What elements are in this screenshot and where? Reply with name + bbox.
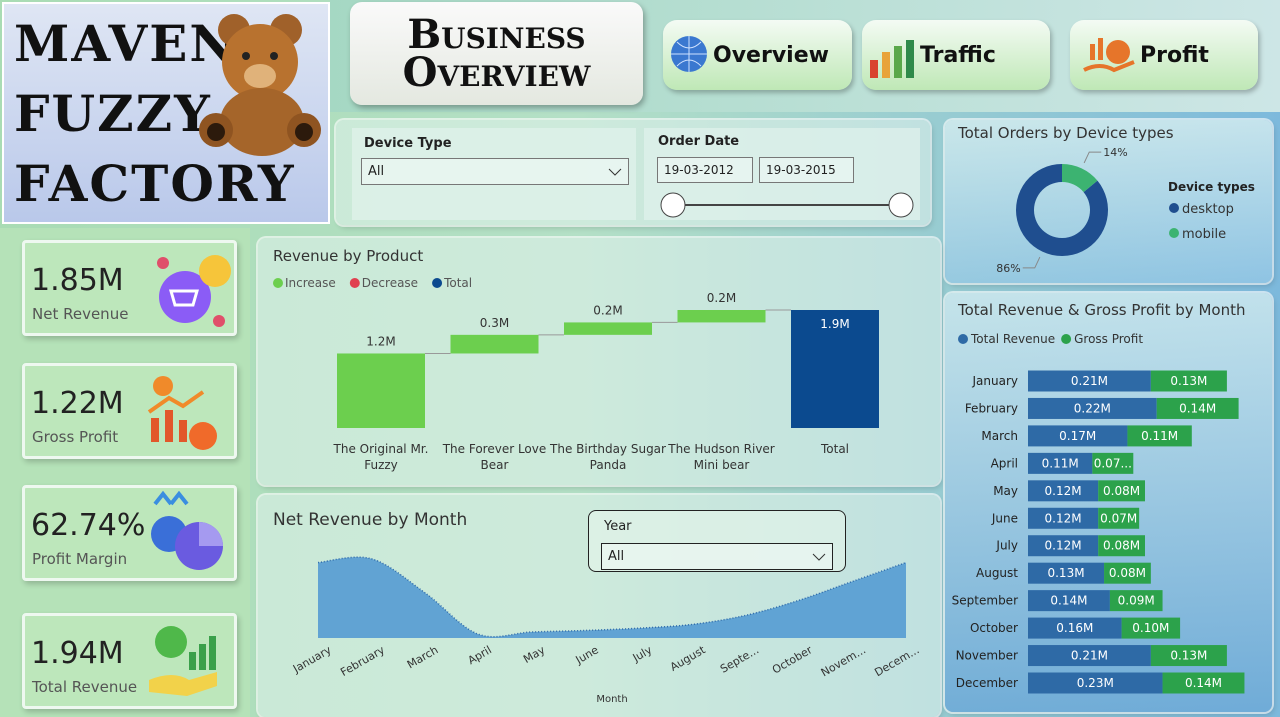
bear-icon <box>199 14 321 156</box>
x-tick-label: The Forever Love Bear <box>442 442 547 472</box>
kpi-icon <box>149 626 217 696</box>
logo-box: MAVEN FUZZY FACTORY <box>2 2 330 224</box>
nav-button[interactable]: Overview <box>663 20 852 90</box>
dropdown[interactable]: All <box>601 543 833 570</box>
kpi-icon <box>157 255 231 327</box>
dropdown-value: All <box>608 549 625 564</box>
x-tick-label: The Hudson River Mini bear <box>668 442 775 472</box>
title-box: Business Overview <box>350 2 643 105</box>
kpi-value: 1.85M <box>31 263 124 298</box>
dropdown-value: All <box>368 164 385 179</box>
date-range-slider[interactable] <box>655 190 915 220</box>
kpi-icon <box>151 490 223 570</box>
nav-label: Overview <box>713 42 829 68</box>
bar-panel <box>945 293 1272 712</box>
x-tick-label: Total <box>820 442 850 456</box>
nav-button[interactable]: Traffic <box>862 20 1050 90</box>
date-value: 19-03-2012 <box>664 163 734 177</box>
nav-label: Traffic <box>920 42 996 68</box>
kpi-card: 62.74% Profit Margin <box>22 485 237 581</box>
kpi-label: Gross Profit <box>32 428 119 446</box>
kpi-label: Net Revenue <box>32 305 129 323</box>
x-tick-label: The Birthday Sugar Panda <box>550 442 666 472</box>
nav-label: Profit <box>1140 42 1209 68</box>
slicer-label: Order Date <box>658 134 740 149</box>
kpi-value: 1.94M <box>31 636 124 671</box>
kpi-value: 1.22M <box>31 386 124 421</box>
kpi-label: Total Revenue <box>32 678 138 696</box>
brand-line: FUZZY <box>14 84 212 143</box>
globe-icon <box>671 36 707 72</box>
donut-panel <box>945 120 1272 283</box>
x-tick-label: The Original Mr. Fuzzy <box>333 442 429 472</box>
kpi-card: 1.85M Net Revenue <box>22 240 237 336</box>
profit-icon <box>1083 38 1135 73</box>
traffic-icon <box>870 40 914 78</box>
brand-line: FACTORY <box>14 154 296 213</box>
device-slicer <box>352 128 636 220</box>
date-input[interactable]: 19-03-2015 <box>759 157 854 183</box>
kpi-value: 62.74% <box>31 508 146 543</box>
page-title: Business Overview <box>402 10 591 96</box>
kpi-card: 1.94M Total Revenue <box>22 613 237 709</box>
chevron <box>608 168 622 176</box>
kpi-label: Profit Margin <box>32 550 128 568</box>
brand-line: MAVEN <box>14 14 238 73</box>
date-value: 19-03-2015 <box>766 163 836 177</box>
date-input[interactable]: 19-03-2012 <box>657 157 753 183</box>
chevron <box>812 553 826 561</box>
slicer-label: Year <box>604 519 632 534</box>
kpi-icon <box>147 376 217 450</box>
dropdown[interactable]: All <box>361 158 629 185</box>
kpi-card: 1.22M Gross Profit <box>22 363 237 459</box>
nav-button[interactable]: Profit <box>1070 20 1258 90</box>
slicer-label: Device Type <box>364 136 452 151</box>
